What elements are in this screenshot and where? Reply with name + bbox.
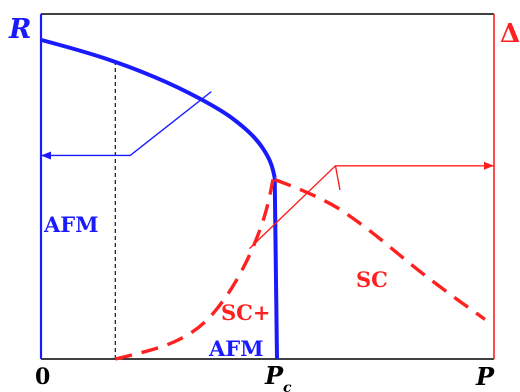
critical-pressure-label: Pc <box>264 361 292 392</box>
arrow-head-2 <box>484 161 494 170</box>
series-line-3 <box>114 179 275 361</box>
series-line-4 <box>274 178 486 321</box>
arrow-group <box>41 91 494 250</box>
series-group <box>40 37 486 361</box>
sc-region-label: SC <box>356 267 388 292</box>
left-axis-label: R <box>8 14 31 45</box>
sc-afm-region-label-1: SC+ <box>221 300 270 325</box>
x-axis-label: P <box>475 362 495 391</box>
pointer-line-1 <box>41 91 212 157</box>
right-axis-label: Δ <box>500 19 520 49</box>
arrow-head-1 <box>41 151 51 160</box>
pointer-line-2 <box>248 165 494 250</box>
series-line-1 <box>40 37 277 179</box>
pointer-line-3 <box>334 165 341 191</box>
critical-pressure-subscript: c <box>283 380 292 392</box>
sc-afm-region-label-2: AFM <box>208 336 263 361</box>
origin-label: 0 <box>35 364 50 390</box>
afm-region-label: AFM <box>43 212 98 237</box>
series-line-2 <box>272 177 279 360</box>
critical-pressure-main: P <box>264 361 284 390</box>
